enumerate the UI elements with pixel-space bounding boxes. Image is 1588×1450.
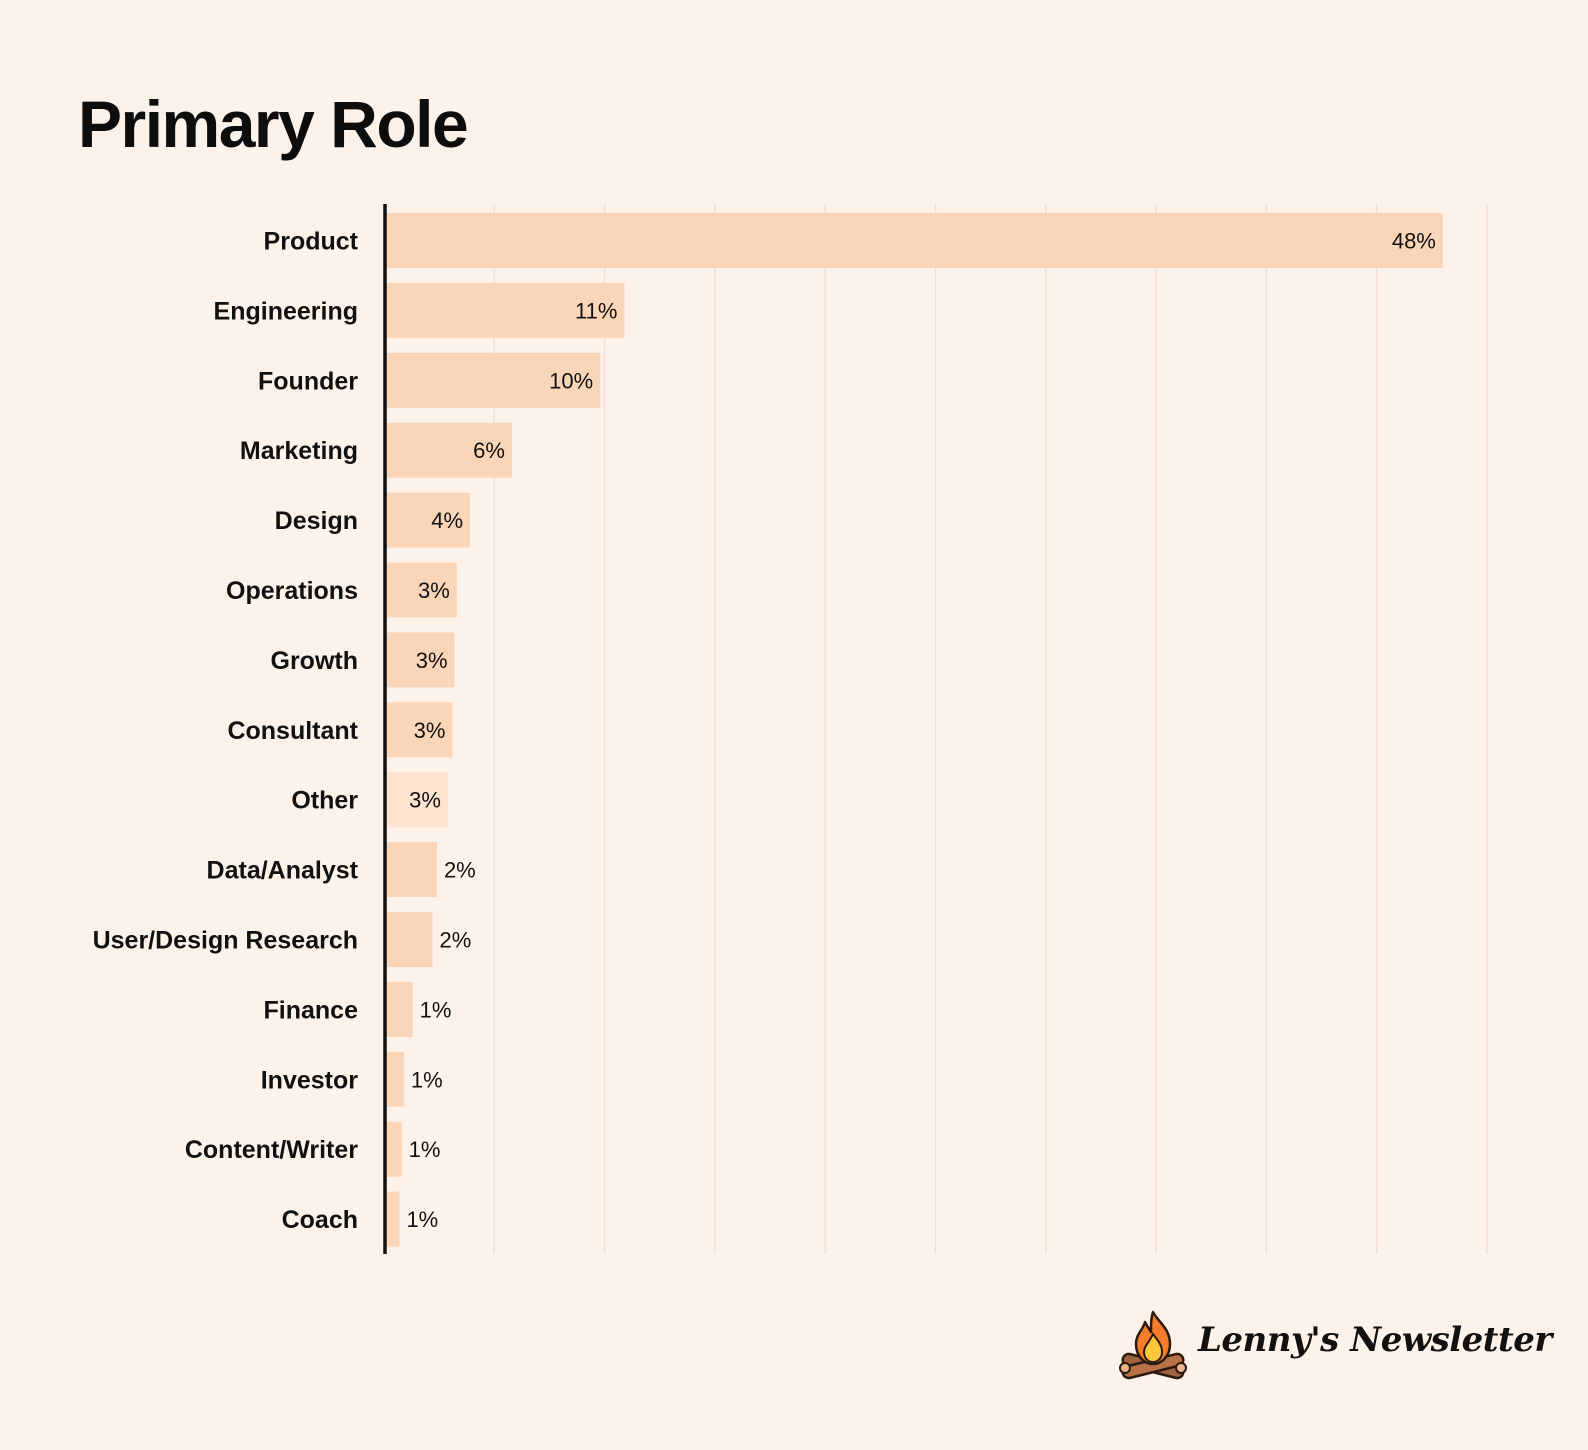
category-label: Operations bbox=[226, 577, 358, 605]
value-label: 10% bbox=[549, 368, 593, 393]
value-label: 4% bbox=[431, 508, 463, 533]
category-label: Data/Analyst bbox=[207, 857, 359, 885]
value-label: 2% bbox=[444, 858, 476, 883]
category-label: Coach bbox=[282, 1206, 358, 1234]
category-label: Product bbox=[264, 228, 359, 256]
bar bbox=[384, 772, 448, 828]
value-label: 1% bbox=[409, 1137, 441, 1162]
category-label: Founder bbox=[258, 367, 358, 395]
bar bbox=[384, 632, 455, 688]
value-label: 6% bbox=[473, 438, 505, 463]
value-label: 1% bbox=[420, 997, 452, 1022]
category-label: Growth bbox=[271, 647, 359, 675]
category-label: Consultant bbox=[227, 717, 358, 745]
bar bbox=[384, 842, 437, 898]
value-label: 48% bbox=[1392, 229, 1436, 254]
category-label: Design bbox=[275, 507, 358, 535]
bar bbox=[384, 981, 413, 1037]
bar bbox=[384, 562, 457, 618]
bar bbox=[384, 702, 453, 758]
brand-name: Lenny's Newsletter bbox=[1198, 1320, 1552, 1360]
category-label: Investor bbox=[261, 1066, 359, 1094]
bar bbox=[384, 213, 1443, 268]
value-label: 3% bbox=[418, 578, 450, 603]
value-label: 3% bbox=[409, 788, 441, 813]
category-label: User/Design Research bbox=[93, 927, 358, 955]
value-label: 2% bbox=[440, 928, 472, 953]
value-label: 3% bbox=[414, 718, 446, 743]
bar bbox=[384, 912, 433, 967]
bar bbox=[384, 282, 625, 338]
brand-footer: Lenny's Newsletter bbox=[1118, 1308, 1552, 1388]
value-label: 1% bbox=[406, 1207, 438, 1232]
category-label: Engineering bbox=[214, 297, 358, 325]
category-label: Marketing bbox=[240, 437, 358, 465]
grid-lines bbox=[493, 204, 1488, 1254]
bar bbox=[384, 1051, 404, 1107]
bar bbox=[384, 1191, 400, 1247]
value-label: 3% bbox=[416, 648, 448, 673]
category-label: Other bbox=[291, 787, 358, 815]
bar bbox=[384, 422, 512, 478]
chart-title: Primary Role bbox=[78, 87, 469, 161]
category-labels: Product Engineering Founder Marketing Design… bbox=[93, 228, 359, 1235]
bar bbox=[384, 1121, 402, 1177]
campfire-icon bbox=[1119, 1310, 1187, 1380]
category-label: Finance bbox=[264, 996, 359, 1024]
value-label: 11% bbox=[575, 298, 617, 323]
bar bbox=[384, 492, 471, 548]
bar bbox=[384, 352, 601, 408]
bars bbox=[384, 213, 1443, 1247]
value-labels: 48% 11% 10% 6% 4% 3% 3% 3% 3% 2% 2% 1% 1% 1% 1% bbox=[406, 229, 1435, 1233]
value-label: 1% bbox=[411, 1067, 443, 1092]
category-label: Content/Writer bbox=[185, 1136, 358, 1164]
